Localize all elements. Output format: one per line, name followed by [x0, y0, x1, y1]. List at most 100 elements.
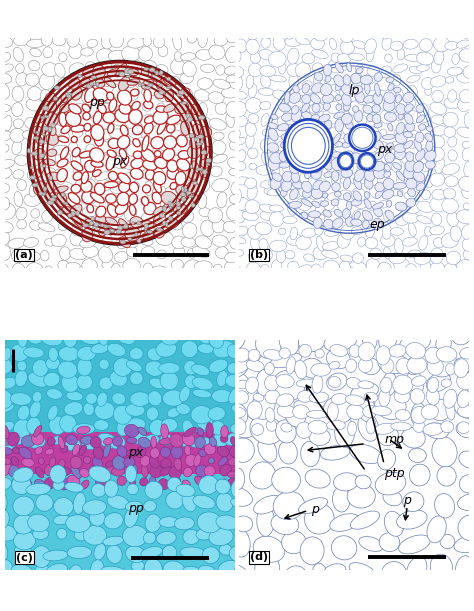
Ellipse shape [299, 329, 327, 352]
Ellipse shape [88, 18, 97, 33]
Ellipse shape [411, 403, 426, 425]
Ellipse shape [177, 93, 182, 97]
Ellipse shape [364, 170, 375, 181]
Ellipse shape [335, 119, 344, 132]
Ellipse shape [462, 225, 473, 240]
Ellipse shape [431, 59, 441, 73]
Ellipse shape [388, 84, 394, 90]
Ellipse shape [320, 84, 332, 95]
Ellipse shape [384, 112, 397, 122]
Ellipse shape [72, 209, 86, 225]
Ellipse shape [127, 484, 138, 495]
Ellipse shape [177, 192, 187, 200]
Ellipse shape [176, 135, 187, 147]
Ellipse shape [315, 349, 324, 358]
Ellipse shape [302, 125, 313, 134]
Ellipse shape [196, 143, 202, 145]
Ellipse shape [79, 445, 86, 456]
Ellipse shape [372, 161, 385, 171]
Ellipse shape [231, 438, 255, 463]
Ellipse shape [93, 65, 105, 79]
Ellipse shape [117, 418, 130, 436]
Ellipse shape [103, 536, 124, 546]
Ellipse shape [128, 238, 132, 240]
Ellipse shape [313, 246, 328, 260]
Ellipse shape [341, 212, 352, 222]
Ellipse shape [354, 148, 364, 163]
Ellipse shape [231, 498, 252, 510]
Text: (b): (b) [250, 250, 268, 260]
Ellipse shape [91, 125, 104, 141]
Ellipse shape [154, 151, 161, 157]
Ellipse shape [241, 225, 259, 236]
Ellipse shape [112, 393, 126, 404]
Ellipse shape [245, 251, 255, 259]
Ellipse shape [432, 126, 447, 136]
Ellipse shape [366, 418, 376, 434]
Ellipse shape [313, 218, 322, 229]
Ellipse shape [171, 445, 183, 459]
Ellipse shape [359, 153, 375, 170]
Ellipse shape [163, 148, 174, 161]
Ellipse shape [32, 546, 51, 568]
Ellipse shape [325, 211, 341, 227]
Ellipse shape [14, 531, 36, 550]
Ellipse shape [434, 51, 444, 65]
Ellipse shape [70, 204, 82, 216]
Ellipse shape [257, 505, 274, 536]
Ellipse shape [206, 158, 211, 163]
Ellipse shape [90, 148, 104, 162]
Ellipse shape [311, 363, 331, 376]
Ellipse shape [14, 191, 23, 207]
Ellipse shape [443, 188, 456, 199]
Ellipse shape [36, 136, 43, 145]
Ellipse shape [46, 448, 54, 455]
Ellipse shape [169, 204, 172, 209]
Ellipse shape [292, 181, 303, 189]
Ellipse shape [427, 357, 443, 375]
Ellipse shape [296, 379, 316, 387]
Ellipse shape [396, 104, 406, 114]
Ellipse shape [102, 260, 113, 269]
Ellipse shape [342, 93, 351, 106]
Ellipse shape [191, 364, 210, 376]
Ellipse shape [98, 103, 106, 114]
Ellipse shape [209, 437, 217, 447]
Ellipse shape [33, 529, 49, 540]
Ellipse shape [107, 150, 116, 158]
Ellipse shape [65, 197, 82, 206]
Ellipse shape [228, 309, 257, 337]
Ellipse shape [0, 197, 9, 210]
Ellipse shape [303, 163, 313, 179]
Ellipse shape [271, 114, 277, 120]
Ellipse shape [284, 25, 296, 39]
Ellipse shape [50, 465, 66, 483]
Ellipse shape [93, 88, 109, 101]
Ellipse shape [372, 104, 381, 113]
Ellipse shape [180, 192, 186, 196]
Ellipse shape [129, 348, 143, 360]
Ellipse shape [381, 562, 407, 587]
Ellipse shape [247, 401, 262, 419]
Ellipse shape [234, 563, 245, 580]
Ellipse shape [379, 533, 400, 552]
Ellipse shape [48, 347, 58, 361]
Ellipse shape [109, 229, 113, 232]
Ellipse shape [282, 531, 306, 554]
Ellipse shape [471, 137, 474, 145]
Ellipse shape [290, 88, 301, 99]
Ellipse shape [301, 136, 317, 147]
Ellipse shape [147, 348, 162, 361]
Ellipse shape [428, 377, 438, 393]
Ellipse shape [72, 154, 81, 165]
Ellipse shape [331, 199, 339, 206]
Ellipse shape [90, 466, 99, 475]
Ellipse shape [38, 159, 46, 173]
Ellipse shape [269, 75, 286, 82]
Ellipse shape [403, 213, 419, 223]
Ellipse shape [89, 466, 111, 482]
Ellipse shape [124, 69, 129, 74]
Ellipse shape [213, 341, 235, 358]
Ellipse shape [70, 230, 83, 246]
Ellipse shape [464, 161, 472, 177]
